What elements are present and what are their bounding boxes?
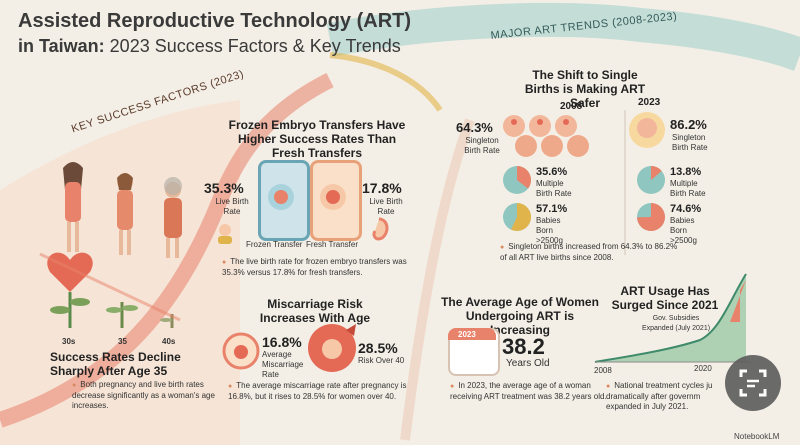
average-age-heading: The Average Age of Women Undergoing ART … (441, 295, 599, 337)
scan-text-button[interactable] (725, 355, 781, 411)
usage-bullet: National treatment cycles ju dramaticall… (606, 381, 721, 412)
page-subtitle: in Taiwan: 2023 Success Factors & Key Tr… (18, 36, 401, 57)
fresh-rate-label: Live Birth Rate (369, 197, 403, 216)
notebooklm-watermark: NotebookLM (734, 432, 780, 441)
miscarriage-heading: Miscarriage Risk Increases With Age (259, 297, 371, 325)
fresh-rate-value: 17.8% (362, 180, 402, 196)
frozen-heading: Frozen Embryo Transfers Have Higher Succ… (228, 118, 406, 160)
page-title: Assisted Reproductive Technology (ART) (18, 10, 412, 32)
babies-2023-label: Babies Born >2500g (670, 216, 697, 245)
miscarriage-average-label: Average Miscarriage Rate (262, 350, 304, 379)
babies-2023-slice (637, 203, 665, 231)
year-2023-label: 2023 (638, 97, 661, 108)
fetus-icon (372, 217, 389, 241)
babies-2008-pie (503, 203, 532, 231)
scan-icon (739, 369, 767, 397)
miscarriage-risk-icon (308, 324, 356, 372)
multiple-2008-pie (503, 166, 532, 194)
usage-x-end: 2020 (694, 364, 712, 373)
seedling-icon (218, 224, 232, 244)
heart-icon (47, 252, 93, 292)
usage-area (595, 274, 746, 362)
age-label-30s: 30s (62, 337, 76, 346)
woman-30s-icon (63, 162, 83, 252)
multiple-2023-slice (651, 166, 662, 180)
usage-x-start: 2008 (594, 366, 612, 375)
average-age-bullet: In 2023, the average age of a woman rece… (450, 381, 610, 402)
left-ribbon (0, 72, 334, 428)
age-bullet: Both pregnancy and live birth rates decr… (72, 380, 222, 411)
babies-2008-slice (510, 203, 532, 231)
average-age-unit: Years Old (506, 358, 550, 369)
age-label-40s: 40s (162, 337, 176, 346)
multiple-2008-label: Multiple Birth Rate (536, 179, 572, 198)
multiple-2023-label: Multiple Birth Rate (670, 179, 706, 198)
declining-success-plants (39, 252, 181, 328)
frozen-rate-label: Live Birth Rate (215, 197, 249, 216)
multiple-2008-slice (517, 166, 532, 189)
miscarriage-average-value: 16.8% (262, 334, 302, 350)
usage-heading: ART Usage Has Surged Since 2021 (611, 284, 719, 312)
babies-2008-label: Babies Born >2500g (536, 216, 563, 245)
right-banner-arc (326, 3, 800, 71)
decline-arrow (39, 252, 181, 322)
miscarriage-bullet: The average miscarriage rate after pregn… (228, 381, 408, 402)
surge-arrow-icon (730, 280, 746, 322)
usage-line (594, 273, 747, 363)
single-births-bullet: Singleton births increased from 64.3% to… (500, 242, 680, 263)
frozen-bullet: The live birth rate for frozen embryo tr… (222, 257, 412, 278)
singleton-2023-value: 86.2% (670, 117, 707, 132)
multiple-2023-value: 13.8% (670, 166, 702, 178)
fresh-transfer-label: Fresh Transfer (306, 240, 359, 249)
subtitle-rest: 2023 Success Factors & Key Trends (104, 36, 401, 56)
calendar-header (448, 328, 496, 340)
miscarriage-over40-value: 28.5% (358, 340, 398, 356)
subsidy-note: Gov. Subsidies Expanded (July 2021) (641, 315, 711, 332)
babies-2023-value: 74.6% (670, 203, 702, 215)
woman-35-icon (117, 173, 133, 255)
woman-40s-icon (164, 177, 182, 258)
baby-2023-icon (629, 112, 665, 148)
year-2008-label: 2008 (560, 101, 583, 112)
babies-2008-icon (503, 115, 589, 157)
subtitle-bold: in Taiwan: (18, 36, 105, 56)
age-label-35: 35 (118, 337, 127, 346)
frozen-embryo-icon (268, 184, 294, 210)
multiple-2023-pie (637, 166, 665, 194)
frozen-transfer-label: Frozen Transfer (246, 240, 303, 249)
usage-area-chart (594, 273, 750, 363)
frozen-rate-value: 35.3% (204, 180, 244, 196)
calendar-year: 2023 (458, 330, 476, 339)
age-heading: Success Rates Decline Sharply After Age … (50, 350, 181, 378)
center-ribbon (400, 118, 475, 441)
multiple-2008-value: 35.6% (536, 166, 568, 178)
fresh-vial-icon (310, 160, 362, 241)
babies-2023-pie (637, 203, 665, 231)
singleton-2023-label: Singleton Birth Rate (672, 133, 708, 152)
miscarriage-over40-label: Risk Over 40 (358, 356, 405, 365)
fresh-embryo-icon (320, 184, 346, 210)
gold-swirl (329, 52, 443, 112)
babies-2008-value: 57.1% (536, 203, 568, 215)
average-age-value: 38.2 (502, 334, 545, 359)
singleton-2008-label: Singleton Birth Rate (464, 136, 500, 155)
women-age-illustration (63, 162, 182, 258)
single-births-heading: The Shift to Single Births is Making ART… (524, 68, 646, 110)
miscarriage-average-icon (222, 332, 260, 370)
singleton-2008-value: 64.3% (456, 120, 493, 135)
